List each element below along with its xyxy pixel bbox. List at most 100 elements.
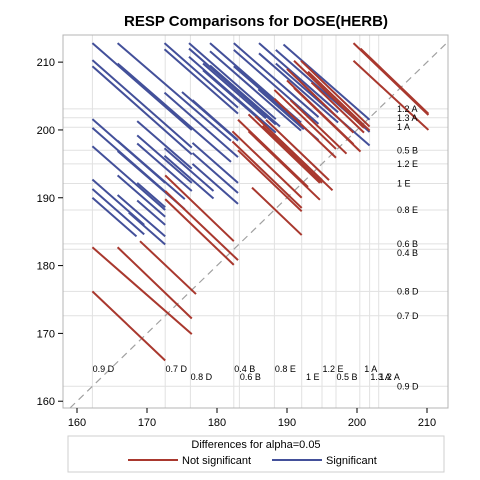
level-label-right: 1 E [397, 179, 411, 189]
legend-box [67, 435, 445, 473]
segment-not-significant [293, 60, 365, 129]
segment-not-significant [91, 290, 166, 362]
legend-label-not-significant: Not significant [182, 455, 251, 467]
segment-significant [136, 120, 193, 170]
segment-significant [202, 69, 267, 126]
legend-title: Differences for alpha=0.05 [191, 439, 320, 451]
segment-not-significant [273, 89, 337, 150]
segment-significant [116, 42, 232, 142]
segment-significant [188, 42, 277, 120]
x-tick-label: 200 [348, 417, 366, 429]
segment-significant [163, 48, 239, 115]
level-label-right: 0.4 B [397, 248, 418, 258]
level-label-bottom: 0.7 D [165, 364, 187, 374]
segment-significant [209, 50, 302, 132]
segment-significant [191, 163, 239, 205]
segments-group [91, 42, 430, 362]
y-tick-label: 160 [37, 396, 55, 408]
level-label-bottom: 0.6 B [240, 372, 261, 382]
segment-not-significant [300, 60, 371, 128]
axes-group: 160 170 180 190 200 210 160 170 180 190 200 210 [37, 57, 437, 429]
reference-line-group [69, 41, 449, 409]
segment-not-significant [352, 60, 430, 131]
segment-not-significant [237, 119, 309, 188]
level-label-bottom: 0.8 D [191, 372, 213, 382]
level-label-bottom: 1 E [306, 372, 320, 382]
level-label-right: 1.3 A [397, 113, 418, 123]
legend-label-significant: Significant [326, 455, 377, 467]
chart-title: RESP Comparisons for DOSE(HERB) [124, 13, 388, 30]
y-tick-label: 190 [37, 193, 55, 205]
segment-not-significant [164, 190, 239, 261]
segment-significant [163, 154, 215, 200]
segment-not-significant [164, 198, 235, 266]
segment-not-significant [273, 98, 337, 159]
segment-not-significant [116, 246, 193, 320]
segment-not-significant [237, 149, 303, 213]
segment-significant [233, 42, 320, 118]
segment-significant [188, 47, 277, 126]
segment-significant [91, 197, 138, 238]
segment-significant [163, 42, 239, 109]
level-labels-group: 0.9 D 0.7 D0.8 D0.4 B0.6 B0.8 E1 E1.2 E0.… [93, 104, 419, 391]
segment-significant [258, 42, 339, 114]
segment-not-significant [247, 130, 321, 201]
segment-not-significant [286, 68, 355, 134]
segment-significant [116, 140, 186, 200]
segment-not-significant [289, 99, 348, 155]
segment-significant [202, 62, 267, 120]
segment-not-significant [293, 87, 362, 153]
x-tick-label: 180 [208, 417, 226, 429]
level-label-bottom: 0.8 E [275, 364, 296, 374]
segment-significant [163, 147, 215, 192]
level-label-right: 0.8 D [397, 286, 419, 296]
x-tick-label: 170 [138, 417, 156, 429]
segment-not-significant [231, 140, 303, 209]
level-label-right: 0.5 B [397, 145, 418, 155]
segment-significant [91, 188, 145, 236]
segment-significant [91, 59, 193, 149]
diagonal-reference-line [69, 41, 449, 409]
segment-significant [136, 134, 193, 184]
segment-significant [136, 182, 166, 209]
x-tick-label: 190 [278, 417, 296, 429]
level-label-bottom: 0.5 B [336, 372, 357, 382]
segment-significant [116, 174, 166, 218]
x-tick-label: 160 [68, 417, 86, 429]
segment-not-significant [265, 119, 330, 181]
segment-not-significant [164, 174, 235, 242]
level-label-bottom: 0.4 B [234, 364, 255, 374]
segment-significant [258, 52, 339, 124]
segment-significant [128, 211, 166, 246]
segment-significant [91, 145, 166, 211]
x-tick-label: 210 [418, 417, 436, 429]
y-tick-label: 200 [37, 125, 55, 137]
segment-significant [191, 142, 239, 184]
segment-significant [116, 62, 232, 163]
segment-not-significant [261, 125, 323, 184]
level-label-right: 1.2 A [397, 104, 418, 114]
segment-significant [116, 194, 166, 238]
segment-not-significant [91, 246, 193, 335]
segment-not-significant [272, 132, 323, 181]
segment-significant [191, 152, 239, 194]
level-label-right: 1 A [397, 122, 410, 132]
segment-not-significant [139, 240, 197, 295]
segment-not-significant [251, 186, 303, 236]
level-label-bottom: 1.2 E [322, 364, 343, 374]
segment-not-significant [359, 47, 430, 115]
y-tick-label: 170 [37, 328, 55, 340]
level-label-bottom: 1.3 A [370, 372, 391, 382]
level-label-bottom: 1.2 A [379, 372, 400, 382]
y-tick-label: 210 [37, 57, 55, 69]
y-tick-label: 180 [37, 261, 55, 273]
segment-significant [136, 142, 193, 192]
segment-significant [136, 199, 166, 226]
segment-not-significant [231, 130, 303, 199]
level-label-right: 0.6 B [397, 239, 418, 249]
segment-significant [163, 91, 239, 158]
segment-significant [191, 99, 239, 141]
segment-significant [91, 65, 193, 156]
